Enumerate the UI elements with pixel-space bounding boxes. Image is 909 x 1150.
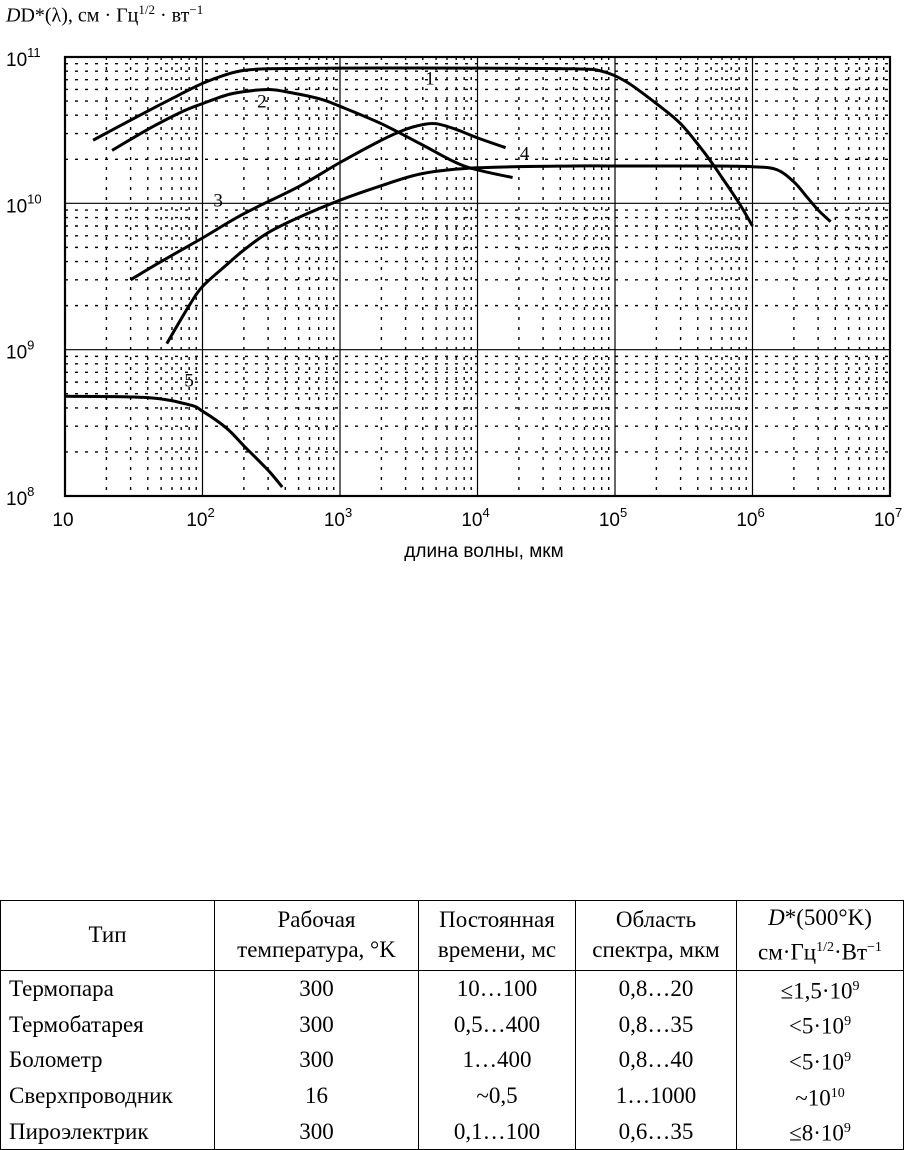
cell-detectivity: <5·109 (736, 1041, 904, 1078)
x-axis-label: длина волны, мкм (404, 541, 563, 562)
y-axis-label-main: D*(λ), см · Гц (20, 4, 139, 27)
cell-spectral-range: 0,8…40 (575, 1041, 737, 1078)
table-row: Термопара 300 10…100 0,8…20 ≤1,5·109 (0, 969, 904, 1007)
detectivity-chart: 10 102 103 104 105 106 107 108 109 1010 1011 1 2 3 4 5… (6, 45, 902, 562)
cell-type: Пироэлектрик (0, 1113, 215, 1150)
header-type: Тип (0, 900, 215, 971)
y-axis-label-exp2: −1 (189, 2, 204, 17)
x-tick-label: 105 (599, 505, 627, 531)
curve-label-2: 2 (257, 92, 267, 113)
curve-labels: 1 2 3 4 5 (184, 68, 529, 391)
x-tick-label: 10 (52, 510, 73, 531)
chart-grid (63, 55, 892, 498)
cell-detectivity: <5·109 (736, 1006, 904, 1042)
cell-time-constant: 10…100 (418, 969, 576, 1007)
cell-type: Термопара (0, 969, 215, 1007)
table-row: Термобатарея 300 0,5…400 0,8…35 <5·109 (0, 1006, 904, 1042)
x-tick-label: 103 (324, 505, 352, 531)
series-lines (64, 66, 832, 489)
cell-time-constant: 1…400 (418, 1041, 576, 1078)
cell-temperature: 300 (214, 1113, 419, 1150)
table-row: Болометр 300 1…400 0,8…40 <5·109 (0, 1041, 904, 1078)
table-header-row: Тип Рабочая температура, °K Постоянная вре… (0, 900, 904, 971)
series-line-4 (165, 164, 832, 345)
curve-label-5: 5 (184, 371, 194, 392)
cell-detectivity: ≤1,5·109 (736, 969, 904, 1007)
cell-time-constant: ~0,5 (418, 1077, 576, 1114)
curve-label-1: 1 (425, 68, 435, 89)
cell-time-constant: 0,1…100 (418, 1113, 576, 1150)
table-row: Пироэлектрик 300 0,1…100 0,6…35 ≤8·109 (0, 1113, 904, 1150)
cell-type: Болометр (0, 1041, 215, 1078)
table-row: Сверхпроводник 16 ~0,5 1…1000 ~1010 (0, 1077, 904, 1114)
plot-frame (63, 55, 892, 498)
cell-detectivity: ~1010 (736, 1077, 904, 1114)
x-tick-label: 102 (186, 505, 214, 531)
y-tick-label: 1011 (6, 45, 41, 71)
cell-temperature: 300 (214, 1006, 419, 1042)
cell-type: Сверхпроводник (0, 1077, 215, 1114)
header-temperature: Рабочая температура, °K (214, 900, 419, 971)
cell-spectral-range: 0,6…35 (575, 1113, 737, 1150)
y-axis-label: DD*(λ), см · Гц1/2 · вт−1 (6, 2, 204, 27)
curve-label-3: 3 (213, 191, 223, 212)
y-axis-label-exp1: 1/2 (138, 2, 155, 17)
y-tick-label: 108 (6, 484, 34, 510)
cell-detectivity: ≤8·109 (736, 1113, 904, 1150)
x-tick-label: 107 (874, 505, 902, 531)
header-spectral-range: Область спектра, мкм (575, 900, 737, 971)
tick-labels: 10 102 103 104 105 106 107 108 109 1010 1011 (6, 45, 902, 531)
curve-label-4: 4 (520, 143, 530, 164)
cell-time-constant: 0,5…400 (418, 1006, 576, 1042)
detector-table: Тип Рабочая температура, °K Постоянная вре… (0, 900, 904, 1150)
y-tick-label: 109 (6, 338, 34, 364)
cell-temperature: 300 (214, 969, 419, 1007)
header-detectivity: D*(500°K) см·Гц1/2·Вт−1 (736, 900, 904, 971)
y-tick-label: 1010 (6, 191, 42, 217)
cell-type: Термобатарея (0, 1006, 215, 1042)
cell-temperature: 300 (214, 1041, 419, 1078)
cell-spectral-range: 0,8…20 (575, 969, 737, 1007)
cell-spectral-range: 1…1000 (575, 1077, 737, 1114)
y-axis-label-mid: · вт (155, 4, 190, 27)
header-time-constant: Постоянная времени, мс (418, 900, 576, 971)
series-line-2 (111, 88, 513, 180)
cell-temperature: 16 (214, 1077, 419, 1114)
x-tick-label: 106 (736, 505, 764, 531)
series-line-5 (64, 394, 284, 489)
x-tick-label: 104 (461, 505, 489, 531)
series-line-1 (92, 66, 754, 227)
cell-spectral-range: 0,8…35 (575, 1006, 737, 1042)
series-line-3 (129, 121, 507, 282)
